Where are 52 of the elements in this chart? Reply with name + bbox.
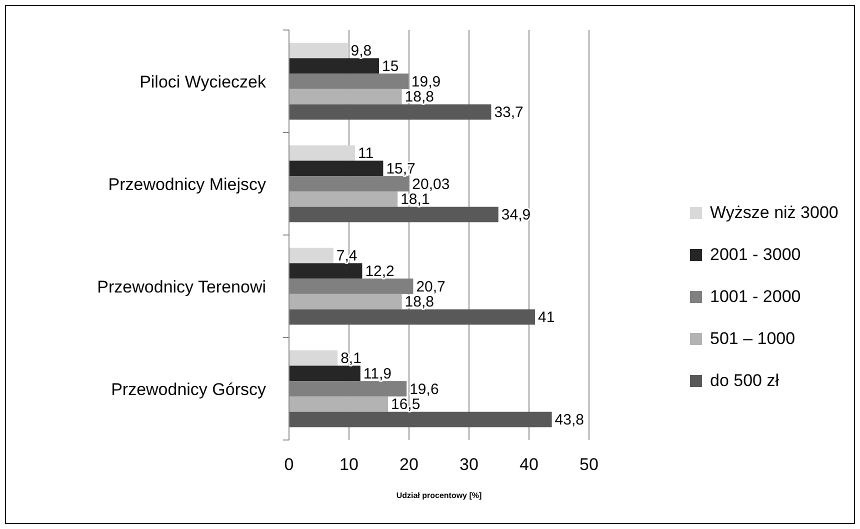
y-tick-label: Piloci Wycieczek: [140, 72, 266, 92]
bar: [289, 42, 348, 58]
x-tick-label: 10: [340, 455, 358, 474]
data-label: 43,8: [554, 412, 584, 428]
data-label: 18,1: [400, 191, 430, 208]
x-tick-label: 0: [284, 455, 294, 474]
data-label: 41: [538, 309, 555, 326]
data-label: 20,7: [416, 278, 446, 296]
data-label: 19,6: [410, 380, 439, 398]
data-label: 12,2: [365, 262, 394, 280]
bar: [289, 248, 334, 264]
bar: [289, 263, 362, 279]
x-axis-title: Udział procentowy [%]: [396, 491, 482, 500]
data-label: 11: [358, 145, 374, 162]
bar: [289, 58, 379, 74]
bar: [289, 191, 398, 207]
bar: [289, 366, 360, 382]
data-label: 18,8: [404, 294, 434, 311]
data-label: 11,9: [363, 365, 392, 382]
data-label: 15,7: [386, 160, 416, 178]
bar: [289, 88, 402, 104]
y-tick-label: Przewodnicy Górscy: [111, 380, 266, 399]
bar: [289, 350, 338, 366]
legend-label: do 500 zł: [710, 371, 780, 390]
legend-label: 1001 - 2000: [710, 287, 801, 306]
legend-label: 501 – 1000: [710, 329, 796, 348]
data-label: 34,9: [501, 206, 531, 224]
data-label: 19,9: [411, 73, 441, 90]
bar: [289, 160, 384, 176]
bar: [289, 206, 498, 222]
data-label: 7,4: [336, 248, 358, 264]
data-label: 16,5: [391, 396, 420, 414]
x-tick-label: 30: [460, 455, 478, 474]
data-label: 9,8: [350, 42, 372, 60]
bar: [289, 309, 535, 325]
legend-label: 2001 - 3000: [710, 245, 801, 264]
bar: [289, 412, 552, 428]
data-label: 33,7: [494, 104, 524, 121]
y-tick-label: Przewodnicy Terenowi: [97, 277, 266, 296]
bar: [289, 294, 402, 310]
x-tick-label: 40: [520, 455, 538, 474]
bar: [289, 145, 355, 161]
y-tick-label: Przewodnicy Miejscy: [108, 174, 266, 194]
bar: [289, 396, 388, 412]
legend-label: Wyższe niż 3000: [710, 203, 838, 222]
x-tick-label: 20: [400, 455, 418, 474]
data-label: 8,1: [340, 350, 362, 367]
data-label: 15: [382, 58, 399, 75]
bar: [289, 104, 492, 120]
data-label: 20,03: [412, 176, 450, 193]
data-label: 18,8: [404, 88, 434, 106]
x-tick-label: 50: [580, 455, 598, 474]
